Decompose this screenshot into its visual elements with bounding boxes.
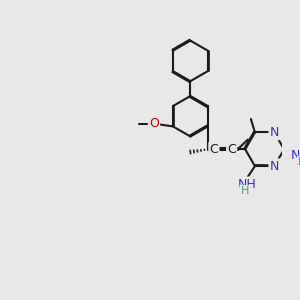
Text: N: N: [270, 160, 279, 173]
Text: NH: NH: [238, 178, 256, 191]
Text: C: C: [227, 143, 236, 156]
Text: C: C: [209, 143, 218, 156]
Text: N: N: [270, 126, 279, 139]
Text: NH: NH: [291, 149, 300, 162]
Text: O: O: [149, 117, 159, 130]
Text: H: H: [241, 186, 249, 196]
Text: H: H: [298, 157, 300, 167]
